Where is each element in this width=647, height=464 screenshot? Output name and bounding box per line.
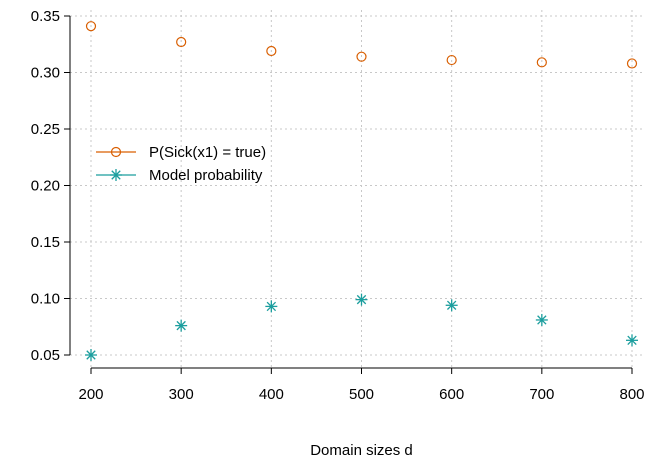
legend-marker: [110, 169, 122, 181]
point-model-prob: [445, 299, 458, 312]
point-model-prob: [85, 349, 97, 361]
y-tick-label: 0.15: [31, 234, 60, 251]
grid: [70, 10, 645, 367]
point-sick-prob: [176, 36, 187, 48]
legend-marker: [110, 146, 122, 158]
x-tick-label: 600: [439, 386, 464, 403]
x-tick-label: 300: [169, 386, 194, 403]
y-tick-label: 0.20: [31, 178, 60, 195]
point-sick-prob: [266, 45, 277, 57]
point-model-prob: [265, 300, 278, 313]
point-sick-prob: [446, 54, 457, 66]
point-model-prob: [626, 334, 638, 347]
legend: P(Sick(x1) = true) Model probability: [96, 144, 266, 184]
legend-label: Model probability: [149, 167, 263, 184]
x-axis-title: Domain sizes d: [310, 442, 413, 459]
point-sick-prob: [85, 21, 97, 32]
point-model-prob: [175, 319, 188, 332]
y-tick-label: 0.10: [31, 291, 60, 308]
x-tick-label: 200: [78, 386, 103, 403]
data-points: [85, 21, 638, 361]
point-model-prob: [535, 313, 548, 326]
point-sick-prob: [626, 58, 638, 69]
x-tick-label: 500: [349, 386, 374, 403]
point-sick-prob: [356, 51, 367, 62]
y-tick-label: 0.35: [31, 8, 60, 25]
x-tick-label: 700: [529, 386, 554, 403]
y-tick-label: 0.25: [31, 121, 60, 138]
y-tick-label: 0.30: [31, 65, 60, 82]
point-model-prob: [355, 293, 368, 306]
y-tick-label: 0.05: [31, 347, 60, 364]
x-tick-label: 800: [619, 386, 644, 403]
legend-label: P(Sick(x1) = true): [149, 144, 266, 161]
x-tick-label: 400: [259, 386, 284, 403]
point-sick-prob: [536, 57, 547, 68]
axes: 0.05 0.10 0.15 0.20 0.25 0.30 0.35 200 300 400 500…: [31, 8, 645, 403]
